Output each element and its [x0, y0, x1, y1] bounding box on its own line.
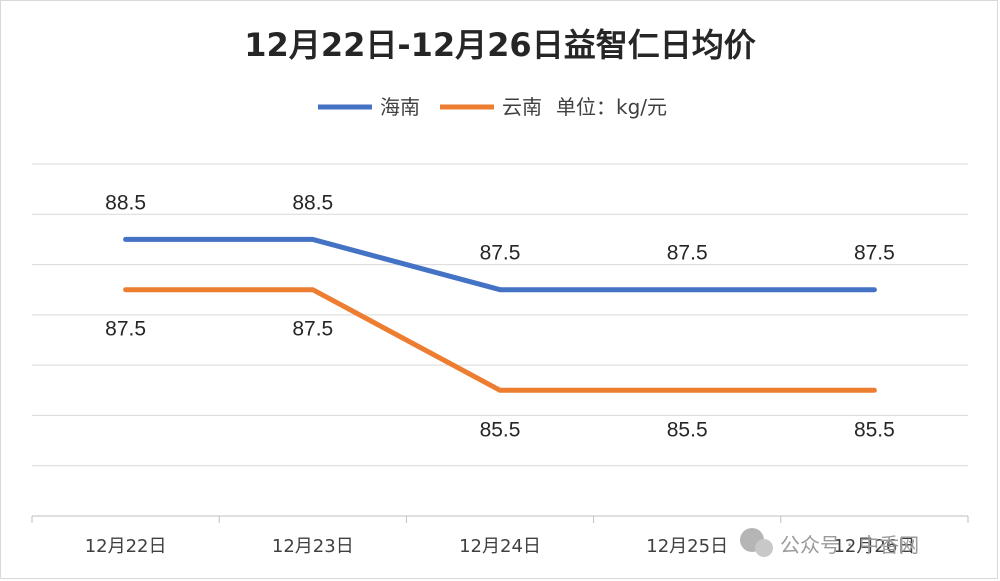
legend-label-yunnan: 云南	[502, 95, 542, 119]
data-label: 87.5	[105, 318, 146, 341]
x-tick-label: 12月25日	[646, 536, 728, 557]
chart-title: 12月22日-12月26日益智仁日均价	[244, 26, 755, 64]
gridlines	[32, 163, 968, 467]
data-label: 87.5	[292, 318, 333, 341]
series-line-hainan	[123, 236, 877, 293]
x-tick-label: 12月24日	[459, 536, 541, 557]
data-label: 85.5	[480, 418, 521, 441]
legend-label-hainan: 海南	[380, 95, 420, 119]
data-label: 85.5	[667, 418, 708, 441]
wechat-icon-bubble	[755, 539, 773, 557]
data-label: 88.5	[292, 191, 333, 214]
data-label: 87.5	[480, 242, 521, 265]
legend-unit-note: 单位：kg/元	[556, 95, 667, 119]
x-tick-label: 12月22日	[85, 536, 167, 557]
series-line-yunnan	[123, 287, 877, 393]
x-axis: 12月22日 12月23日 12月24日 12月25日 12月26日	[31, 515, 969, 557]
legend: 海南 云南 单位：kg/元	[318, 95, 667, 119]
watermark: 公众号 · 中香网	[740, 528, 919, 557]
data-label: 87.5	[854, 242, 895, 265]
data-labels: 88.5 88.5 87.5 87.5 87.5 87.5 87.5 85.5 85.5 85.5	[105, 191, 895, 441]
watermark-text: 公众号 · 中香网	[780, 533, 919, 557]
x-tick-label: 12月26日	[833, 536, 915, 557]
data-label: 87.5	[667, 242, 708, 265]
data-label: 88.5	[105, 191, 146, 214]
data-label: 85.5	[854, 418, 895, 441]
x-tick-label: 12月23日	[272, 536, 354, 557]
series-lines	[123, 236, 877, 393]
